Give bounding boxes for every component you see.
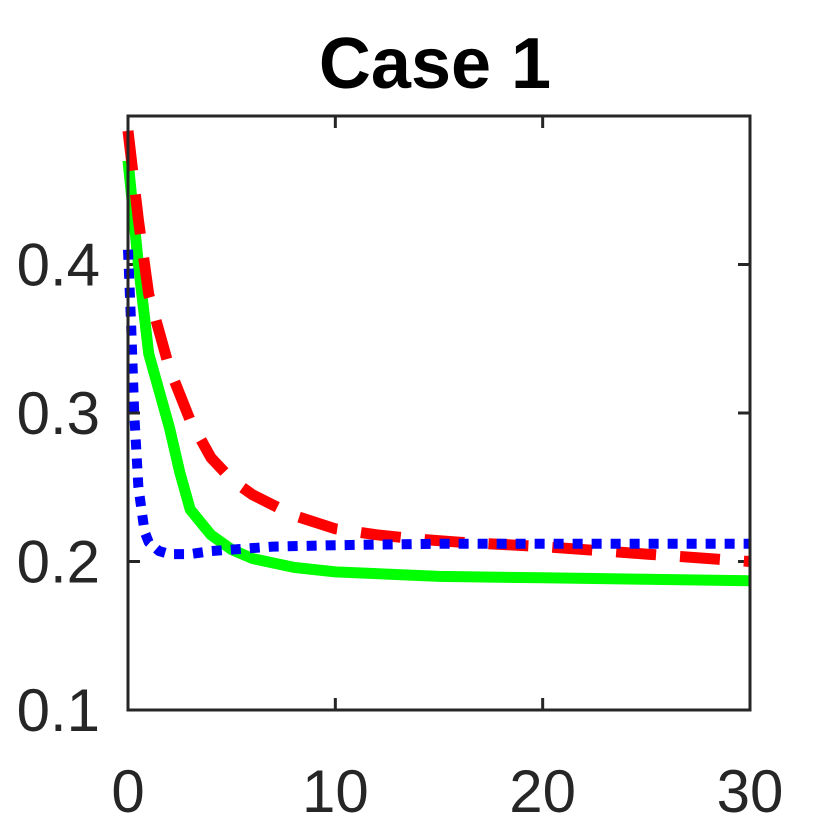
x-tick-label: 30 [717, 758, 784, 825]
y-tick-label: 0.4 [17, 232, 100, 299]
x-tick-label: 0 [111, 758, 144, 825]
series-layer [122, 130, 751, 587]
y-tick-label: 0.1 [17, 677, 100, 744]
ticks-layer [126, 116, 752, 712]
plot-area-frame [126, 114, 752, 712]
tick-labels-layer: 0 10 20 30 0.1 0.2 0.3 0.4 [17, 232, 784, 826]
y-tick-label: 0.2 [17, 529, 100, 596]
y-tick-label: 0.3 [17, 380, 100, 447]
x-tick-label: 20 [509, 758, 576, 825]
series-line-dotted [123, 249, 750, 560]
chart-title: Case 1 [319, 24, 551, 104]
x-tick-label: 10 [302, 758, 369, 825]
series-line-dashed [122, 130, 751, 567]
series-line-solid [122, 160, 751, 587]
